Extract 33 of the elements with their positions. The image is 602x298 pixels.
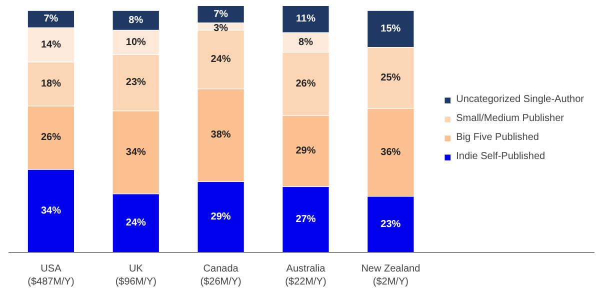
data-label: 25% — [380, 72, 401, 84]
legend-label: Uncategorized Single-Author — [456, 94, 584, 105]
data-label: 8% — [128, 14, 144, 26]
data-label: 27% — [296, 214, 316, 226]
data-label: 23% — [380, 218, 401, 230]
data-label: 7% — [44, 14, 58, 25]
data-label: 34% — [126, 146, 146, 158]
data-label: 29% — [210, 212, 231, 223]
legend-label: Big Five Published — [456, 132, 539, 143]
legend-label: Indie Self-Published — [456, 151, 546, 162]
data-label: 34% — [40, 205, 62, 216]
x-tick-label: Canada ($26M/Y) — [200, 264, 242, 288]
data-label: 18% — [40, 78, 62, 90]
data-label: 26% — [40, 132, 62, 144]
data-label: 24% — [126, 218, 146, 229]
data-label: 24% — [210, 54, 231, 65]
data-label: 8% — [298, 36, 314, 48]
x-tick-label: USA ($487M/Y) — [28, 264, 74, 288]
x-tick-label: UK ($96M/Y) — [115, 264, 156, 288]
x-tick-label: Australia ($22M/Y) — [285, 264, 326, 288]
data-label: 10% — [126, 36, 146, 48]
data-label: 36% — [380, 146, 401, 158]
data-label: 23% — [126, 77, 146, 88]
data-label: 29% — [296, 146, 316, 157]
data-label: 14% — [40, 39, 62, 50]
data-label: 15% — [380, 23, 401, 34]
data-label: 7% — [214, 8, 228, 20]
legend-label: Small/Medium Publisher — [456, 113, 564, 124]
x-tick-label: New Zealand ($2M/Y) — [361, 264, 420, 288]
data-label: 3% — [214, 22, 228, 34]
data-label: 26% — [296, 78, 316, 90]
data-label: 11% — [296, 14, 316, 25]
data-label: 38% — [210, 130, 231, 141]
